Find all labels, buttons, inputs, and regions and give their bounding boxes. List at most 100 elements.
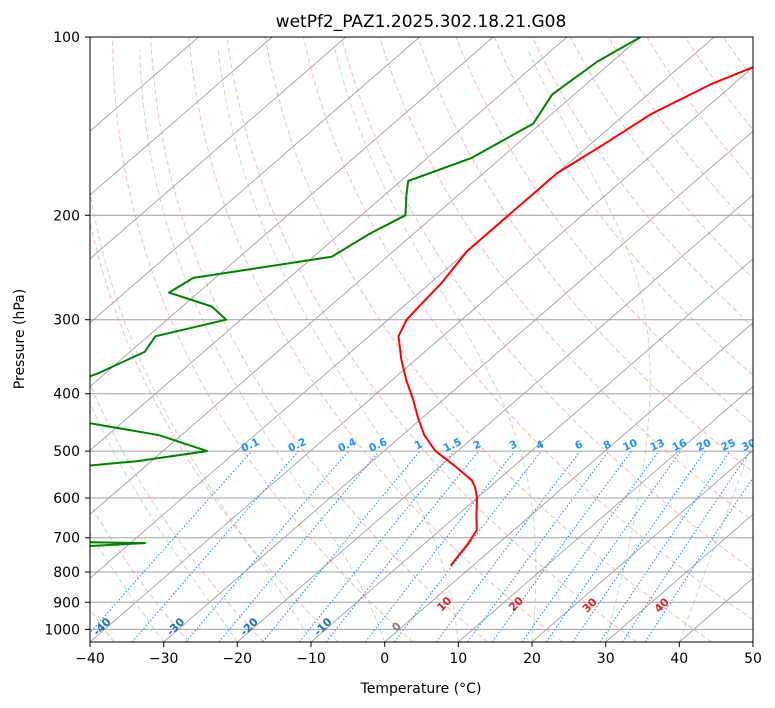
dry-adiabat-line: [90, 219, 339, 642]
mixing-ratio-line: [218, 450, 380, 642]
moist-adiabat-line: [678, 440, 753, 642]
mixing-ratio-line: [325, 450, 480, 642]
y-tick-label: 400: [53, 387, 80, 403]
isotherm-line: [90, 66, 753, 642]
x-tick-label: 40: [670, 651, 688, 667]
isotherm-line: [90, 37, 347, 260]
y-tick-label: 100: [53, 30, 80, 46]
dry-adiabat-line: [112, 37, 414, 642]
isotherm-line: [752, 641, 753, 642]
mixing-ratio-label: 6: [573, 438, 585, 452]
mixing-ratio-label: 0.6: [367, 436, 389, 455]
moist-adiabat-line: [90, 401, 238, 642]
isotherm-line: [90, 37, 420, 324]
x-tick-label: −20: [223, 651, 253, 667]
mixing-ratio-line: [521, 450, 660, 642]
mixing-ratio-line: [467, 450, 610, 642]
x-axis-label: Temperature (°C): [360, 681, 482, 697]
y-tick-label: 900: [53, 595, 80, 611]
y-axis: 100 200 300 400 500 600 700 800 900 1000: [44, 30, 90, 638]
temperature-profile: [397, 66, 753, 567]
mixing-ratio-label: 2: [471, 438, 483, 452]
mixing-ratio-line: [599, 450, 731, 642]
dry-adiabat-line: [722, 37, 753, 80]
dry-adiabat-line: [150, 37, 488, 642]
mixing-ratio-line: [491, 450, 632, 642]
mixing-ratio-label: 1: [413, 438, 425, 452]
x-tick-label: −30: [149, 651, 179, 667]
dry-adiabat-line: [341, 37, 753, 571]
mixing-ratio-label: 3: [508, 438, 520, 452]
mixing-ratio-label: 30: [740, 437, 758, 454]
dry-adiabat-line: [455, 37, 753, 425]
dry-adiabat-label: -20: [238, 615, 261, 638]
isotherm-line: [90, 37, 494, 388]
isotherm-line: [384, 322, 753, 642]
isotherms: [90, 37, 753, 642]
dry-adiabat-line: [570, 37, 753, 279]
mixing-ratio-line: [621, 450, 751, 642]
y-tick-label: 600: [53, 491, 80, 507]
dry-adiabats: [90, 37, 775, 642]
moist-adiabat-line: [217, 49, 459, 642]
mixing-ratio-line: [545, 450, 682, 642]
dry-adiabat-line: [531, 37, 753, 328]
x-axis: −40 −30 −20 −10 0 10 20 30 40 50: [75, 642, 762, 667]
chart-title: wetPf2_PAZ1.2025.302.18.21.G08: [276, 12, 567, 32]
mixing-ratio-label: 8: [602, 438, 614, 452]
y-tick-label: 300: [53, 313, 80, 329]
dry-adiabat-label: 40: [652, 595, 672, 615]
dry-adiabat-line: [684, 37, 753, 131]
moist-adiabat-line: [334, 49, 537, 642]
isotherm-line: [237, 194, 753, 642]
dry-adiabat-line: [417, 37, 753, 473]
y-tick-label: 700: [53, 531, 80, 547]
mixing-ratio-label: 10: [621, 437, 639, 454]
x-tick-label: 0: [380, 651, 389, 667]
dry-adiabat-label: 10: [434, 594, 454, 614]
isotherm-line: [605, 513, 753, 642]
isotherm-line: [531, 449, 753, 642]
dry-adiabat-line: [90, 382, 264, 642]
y-tick-label: 200: [53, 208, 80, 224]
moist-adiabat-line: [139, 49, 386, 642]
mixing-ratio-label: 16: [670, 437, 688, 454]
mixing-ratio-label: 4: [534, 438, 546, 452]
plot-frame: [89, 36, 754, 643]
isotherm-line: [163, 130, 753, 642]
y-tick-label: 1000: [44, 622, 80, 638]
dry-adiabat-label: -30: [164, 615, 187, 638]
profile-series: [90, 37, 753, 567]
moist-adiabat-line: [90, 188, 312, 642]
isotherm-line: [90, 37, 715, 579]
mixing-ratio-label: 20: [695, 437, 713, 454]
dry-adiabat-line: [226, 37, 638, 642]
x-tick-label: 10: [449, 651, 467, 667]
isotherm-line: [90, 37, 199, 132]
mixing-ratio-line: [572, 450, 706, 642]
isotherm-line: [458, 385, 753, 642]
mixing-ratio-label: 36: [761, 437, 775, 454]
dry-adiabat-line: [264, 37, 712, 642]
mixing-ratio-line: [435, 450, 581, 642]
mixing-ratio-label: 1.5: [442, 436, 464, 455]
moist-adiabats: [90, 49, 753, 642]
isotherm-line: [310, 258, 753, 642]
isobar-grid: [90, 37, 753, 630]
dry-adiabat-line: [761, 37, 775, 642]
mixing-ratio-line: [364, 450, 516, 642]
dry-adiabat-line: [608, 37, 753, 231]
x-tick-label: −40: [75, 651, 105, 667]
x-tick-label: 50: [744, 651, 762, 667]
mixing-ratio-line: [185, 450, 350, 642]
x-tick-label: −10: [296, 651, 326, 667]
dry-adiabat-line: [188, 37, 563, 642]
y-tick-label: 500: [53, 444, 80, 460]
mixing-ratio-lines: [90, 450, 753, 642]
moist-adiabat-line: [527, 49, 651, 642]
y-tick-label: 800: [53, 565, 80, 581]
dewpoint-profile: [90, 37, 642, 548]
x-tick-label: 30: [597, 651, 615, 667]
mixing-ratio-line: [90, 450, 253, 634]
